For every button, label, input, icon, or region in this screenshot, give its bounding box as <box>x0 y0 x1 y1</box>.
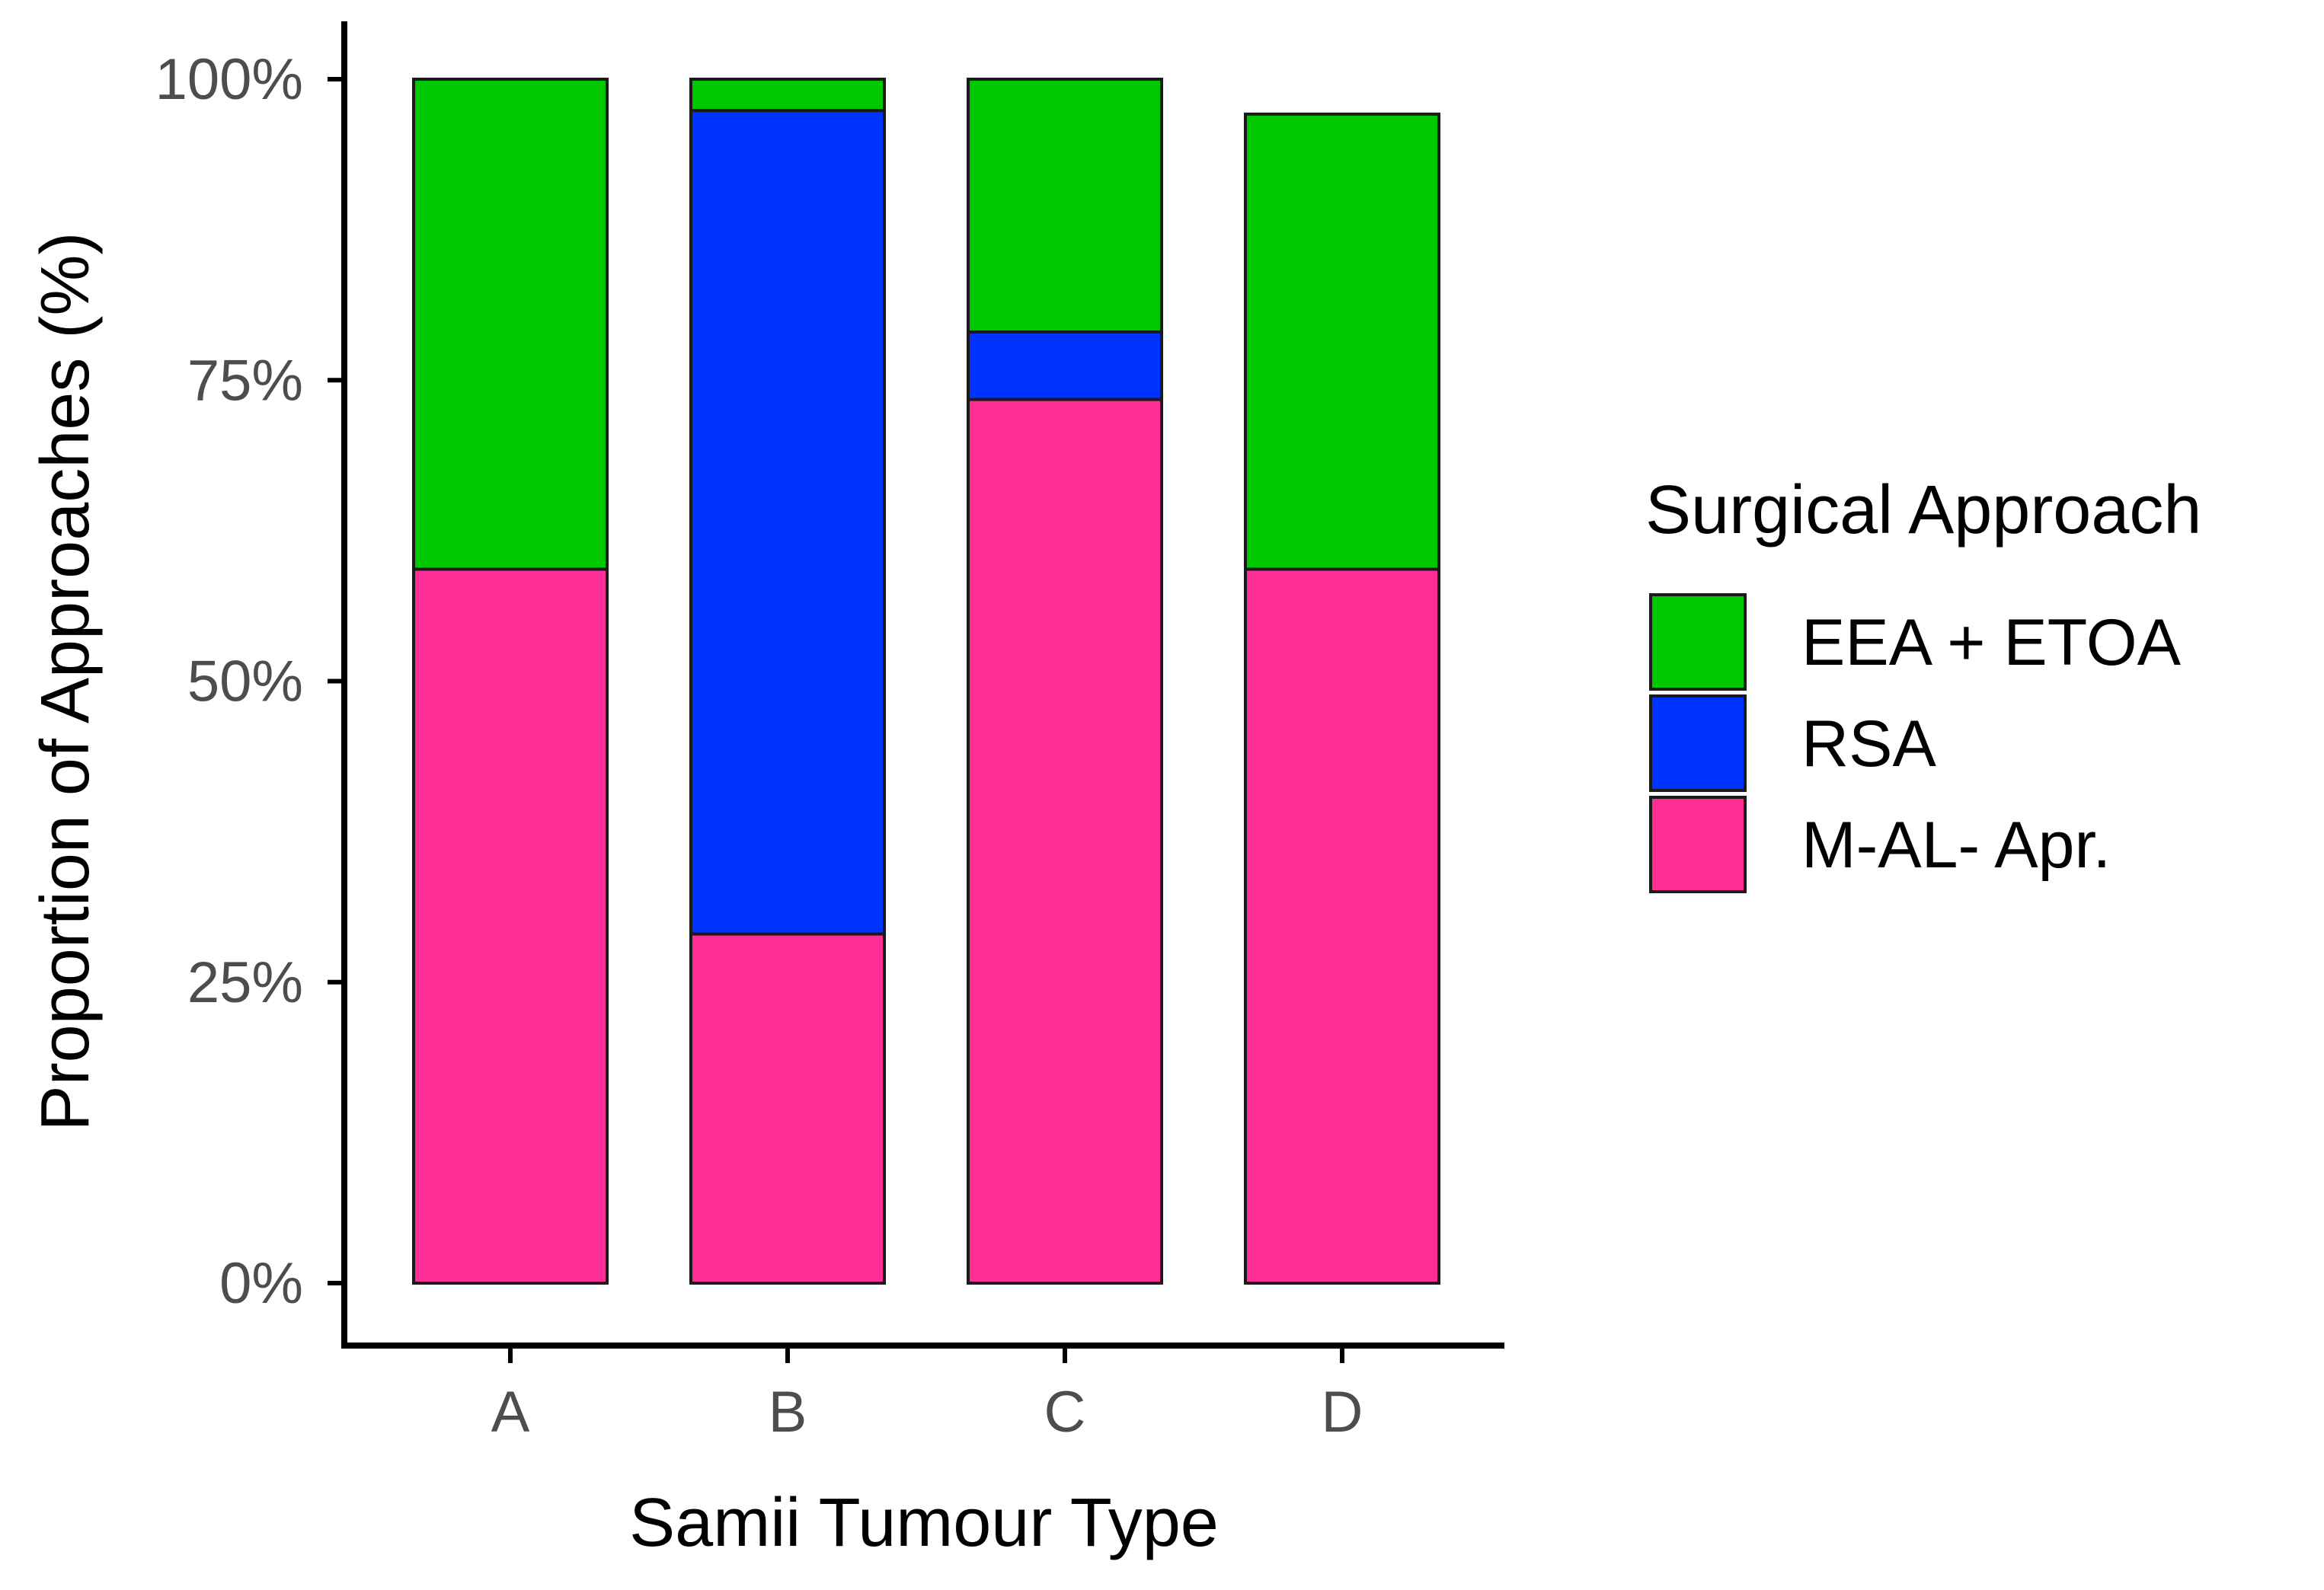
bar-a-eea-etoa <box>412 78 609 571</box>
bar-c-rsa <box>967 330 1163 401</box>
bar-c-m-al-apr <box>967 398 1163 1285</box>
bar-b-m-al-apr <box>689 932 886 1285</box>
x-ticks-group: A B C D <box>491 1346 1363 1445</box>
bar-c-eea-etoa <box>967 78 1163 334</box>
x-tick-label: B <box>769 1380 807 1445</box>
legend: Surgical Approach EEA + ETOA RSA M-AL- Apr… <box>1645 472 2201 893</box>
x-tick-label: C <box>1044 1380 1086 1445</box>
legend-label-eea-etoa: EEA + ETOA <box>1801 606 2182 679</box>
x-tick-label: D <box>1322 1380 1363 1445</box>
y-tick-label: 50% <box>187 650 303 714</box>
bar-d-eea-etoa <box>1244 112 1440 571</box>
x-tick-label: A <box>491 1380 530 1445</box>
y-tick-label: 0% <box>219 1251 303 1316</box>
y-axis-title: Proportion of Approaches (%) <box>27 232 104 1132</box>
legend-title: Surgical Approach <box>1645 472 2201 548</box>
legend-label-rsa: RSA <box>1801 707 1936 781</box>
y-tick-label: 25% <box>187 950 303 1015</box>
bar-b-rsa <box>689 109 886 936</box>
bar-a-m-al-apr <box>412 567 609 1285</box>
legend-label-m-al-apr: M-AL- Apr. <box>1801 809 2111 882</box>
bars-group <box>412 78 1440 1285</box>
legend-items: EEA + ETOA RSA M-AL- Apr. <box>1649 593 2182 893</box>
bar-b-eea-etoa <box>689 78 886 113</box>
legend-swatch-rsa <box>1649 694 1747 792</box>
y-tick-label: 100% <box>155 47 303 112</box>
legend-swatch-m-al-apr <box>1649 796 1747 893</box>
bar-d-m-al-apr <box>1244 567 1440 1285</box>
legend-swatch-eea-etoa <box>1649 593 1747 691</box>
x-axis-title: Samii Tumour Type <box>629 1485 1219 1561</box>
y-tick-label: 75% <box>187 348 303 413</box>
y-ticks-group: 0% 25% 50% 75% 100% <box>155 47 344 1316</box>
